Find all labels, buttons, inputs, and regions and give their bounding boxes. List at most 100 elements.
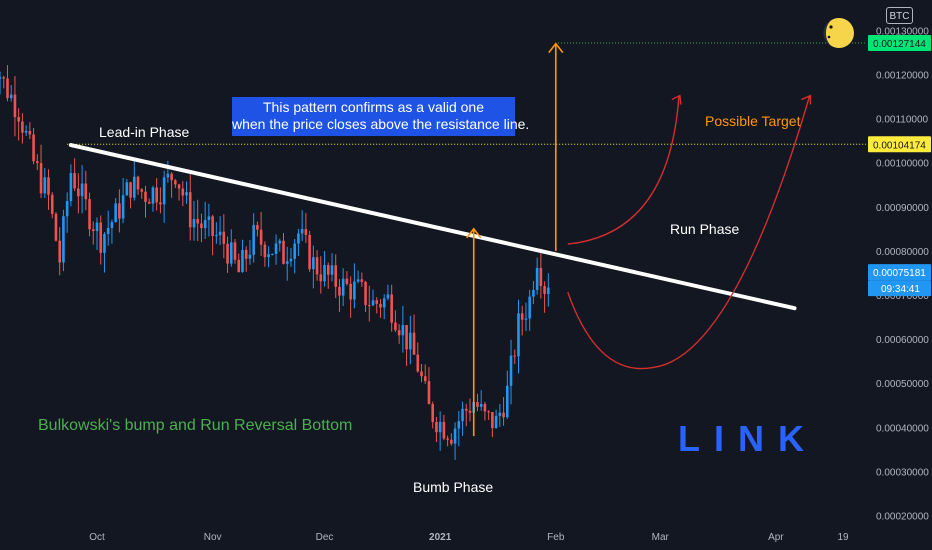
candle-body — [367, 305, 371, 307]
target-projection-arrow[interactable] — [548, 42, 564, 251]
candle — [435, 416, 438, 443]
candle — [106, 210, 110, 246]
run-phase-curve-fast[interactable] — [567, 94, 682, 245]
candle-body — [256, 225, 259, 230]
candle — [43, 167, 47, 199]
candle — [476, 393, 479, 412]
candle — [229, 229, 233, 267]
candle-body — [379, 303, 382, 308]
candle-body — [438, 421, 442, 433]
candle-body — [252, 225, 255, 255]
candle — [420, 364, 423, 383]
candle-body — [423, 376, 427, 382]
candle-body — [229, 242, 233, 264]
candle — [151, 185, 155, 212]
candle-body — [244, 249, 248, 259]
run-phase-curve-slow[interactable] — [567, 94, 812, 370]
candle-body — [353, 281, 356, 300]
candle — [289, 248, 293, 267]
candle-body — [453, 428, 457, 444]
candle — [200, 213, 203, 243]
note-line-2: when the price closes above the resistan… — [232, 116, 530, 132]
candle — [39, 144, 43, 199]
candle-body — [121, 195, 125, 219]
possible-target-label: Possible Target — [705, 113, 801, 129]
candle — [506, 370, 509, 419]
candle — [241, 239, 244, 273]
pattern-name-label: Bulkowski's bump and Run Reversal Bottom — [38, 417, 352, 434]
candle-body — [397, 330, 401, 336]
run-phase-label: Run Phase — [670, 221, 739, 237]
candle-body — [110, 222, 114, 228]
candle — [188, 174, 192, 241]
candle-body — [21, 121, 24, 133]
candle-body — [446, 438, 449, 440]
candle-body — [274, 243, 278, 254]
candle — [271, 253, 274, 256]
candle-body — [80, 183, 84, 197]
candle-body — [50, 194, 54, 214]
candle — [203, 201, 207, 239]
candle — [50, 192, 54, 219]
candle — [215, 222, 218, 244]
time-tick-label: Feb — [547, 532, 565, 543]
candle-body — [136, 176, 140, 190]
candle-body — [103, 233, 106, 253]
candle — [259, 211, 263, 256]
candle-body — [491, 412, 494, 429]
candle — [397, 324, 401, 344]
candle — [207, 203, 211, 237]
candle-body — [323, 265, 326, 282]
price-tick-label: 0.00070000 — [876, 291, 929, 302]
candle-body — [91, 229, 95, 232]
candle-body — [54, 213, 58, 241]
time-axis[interactable]: Oct Nov Dec 2021 Feb Mar Apr 19 — [89, 532, 849, 543]
candle-body — [330, 265, 334, 275]
current-price-badge: 0.00075181 — [868, 264, 931, 281]
candle — [77, 173, 80, 214]
candle — [285, 246, 289, 281]
candle — [118, 189, 121, 233]
candle-body — [532, 289, 535, 297]
candle — [103, 232, 106, 273]
candle — [9, 85, 13, 102]
candle — [535, 257, 539, 295]
bump-phase-label: Bumb Phase — [413, 479, 493, 495]
price-axis[interactable]: 0.00020000 0.00030000 0.00040000 0.00050000… — [876, 26, 929, 522]
candle-body — [188, 192, 192, 228]
candle-body — [487, 411, 490, 413]
candle — [192, 200, 196, 241]
candle — [174, 178, 177, 189]
candle-body — [24, 130, 28, 133]
candle-body — [345, 278, 349, 284]
candle — [177, 183, 181, 201]
candle — [360, 272, 364, 287]
price-tick-label: 0.00040000 — [876, 423, 929, 434]
price-tick-label: 0.00110000 — [876, 115, 929, 126]
candle — [24, 125, 28, 136]
candle — [218, 216, 222, 246]
candle-body — [300, 229, 304, 234]
candle — [520, 305, 524, 336]
candle — [244, 246, 248, 272]
currency-badge[interactable]: BTC — [886, 7, 913, 24]
candle — [95, 217, 99, 251]
candle-body — [386, 294, 390, 299]
candle — [349, 276, 352, 318]
resistance-line[interactable] — [68, 143, 797, 311]
candle-body — [233, 242, 237, 260]
candle-body — [289, 258, 293, 262]
candle — [133, 160, 136, 201]
candle — [304, 213, 308, 244]
candle-body — [420, 371, 423, 377]
price-tick-label: 0.00050000 — [876, 379, 929, 390]
countdown-badge: 09:34:41 — [868, 280, 931, 297]
candle-body — [431, 404, 434, 422]
candle — [136, 175, 140, 195]
bump-height-arrow[interactable] — [466, 227, 482, 437]
candle-body — [36, 161, 39, 164]
candle — [461, 401, 464, 436]
candle — [367, 285, 371, 322]
candle — [263, 241, 267, 267]
